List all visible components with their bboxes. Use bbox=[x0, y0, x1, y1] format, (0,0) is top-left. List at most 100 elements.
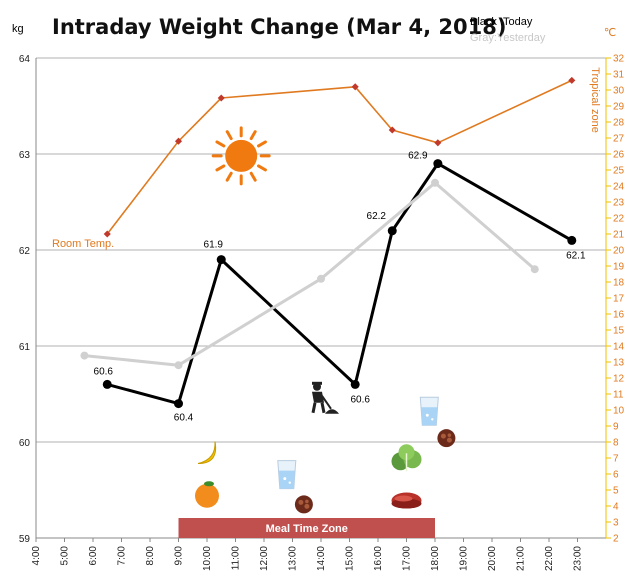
data-label-2: 61.9 bbox=[204, 240, 224, 251]
data-label-4: 62.2 bbox=[367, 211, 387, 222]
y-left-tick-61: 61 bbox=[19, 342, 31, 353]
y-right-tick-5: 5 bbox=[613, 486, 619, 497]
x-tick-10:00: 10:00 bbox=[202, 546, 213, 571]
x-tick-7:00: 7:00 bbox=[117, 546, 128, 566]
axes: 5960616263642345678910111213141516171819… bbox=[19, 54, 625, 572]
chart-title: Intraday Weight Change (Mar 4, 2018) bbox=[52, 15, 506, 39]
temp-point-1 bbox=[174, 137, 183, 145]
y-right-tick-2: 2 bbox=[613, 534, 619, 545]
y-right-tick-32: 32 bbox=[613, 54, 625, 65]
y-right-tick-16: 16 bbox=[613, 310, 625, 321]
y-left-tick-62: 62 bbox=[19, 246, 31, 257]
today-point-3 bbox=[350, 379, 360, 389]
y-right-tick-7: 7 bbox=[613, 454, 619, 465]
today-point-0 bbox=[102, 379, 112, 389]
left-axis-unit: kg bbox=[12, 23, 24, 35]
x-tick-21:00: 21:00 bbox=[516, 546, 527, 571]
yesterday-point-1 bbox=[174, 361, 183, 370]
x-tick-19:00: 19:00 bbox=[459, 546, 470, 571]
y-left-tick-63: 63 bbox=[19, 150, 31, 161]
water-glass-icon bbox=[419, 396, 439, 426]
y-right-tick-22: 22 bbox=[613, 214, 625, 225]
x-tick-8:00: 8:00 bbox=[145, 546, 156, 566]
y-right-tick-8: 8 bbox=[613, 438, 619, 449]
series bbox=[80, 76, 577, 409]
y-right-tick-27: 27 bbox=[613, 134, 625, 145]
icons bbox=[195, 126, 456, 514]
temp-point-2 bbox=[217, 94, 225, 102]
y-right-tick-18: 18 bbox=[613, 278, 625, 289]
orange-icon bbox=[195, 481, 219, 508]
today-point-5 bbox=[433, 159, 443, 169]
y-right-tick-20: 20 bbox=[613, 246, 625, 257]
today-point-2 bbox=[216, 255, 226, 265]
y-right-tick-19: 19 bbox=[613, 262, 625, 273]
legend-yesterday: Gray:Yesterday bbox=[470, 32, 546, 44]
temp-point-6 bbox=[568, 76, 576, 84]
x-tick-23:00: 23:00 bbox=[573, 546, 584, 571]
y-right-tick-11: 11 bbox=[613, 390, 624, 401]
today-point-1 bbox=[174, 399, 183, 409]
y-right-tick-13: 13 bbox=[613, 358, 625, 369]
steak-icon bbox=[391, 492, 422, 509]
x-tick-17:00: 17:00 bbox=[402, 546, 413, 571]
y-right-tick-10: 10 bbox=[613, 406, 625, 417]
lettuce-icon bbox=[391, 444, 422, 472]
y-right-tick-25: 25 bbox=[613, 166, 625, 177]
y-right-tick-17: 17 bbox=[613, 294, 625, 305]
yesterday-point-0 bbox=[80, 351, 89, 360]
y-right-tick-24: 24 bbox=[613, 182, 625, 193]
series-line-yesterday bbox=[84, 181, 536, 367]
x-tick-13:00: 13:00 bbox=[288, 546, 299, 571]
data-label-6: 62.1 bbox=[566, 250, 586, 261]
y-right-tick-23: 23 bbox=[613, 198, 625, 209]
x-tick-9:00: 9:00 bbox=[174, 546, 185, 566]
gridlines bbox=[36, 57, 606, 539]
y-right-tick-28: 28 bbox=[613, 118, 625, 129]
y-right-tick-15: 15 bbox=[613, 326, 625, 337]
data-label-0: 60.6 bbox=[94, 366, 114, 377]
x-tick-20:00: 20:00 bbox=[487, 546, 498, 571]
yesterday-point-4 bbox=[530, 265, 539, 274]
y-right-tick-29: 29 bbox=[613, 102, 625, 113]
room-temp-label: Room Temp. bbox=[52, 238, 114, 250]
x-tick-16:00: 16:00 bbox=[373, 546, 384, 571]
y-right-tick-31: 31 bbox=[613, 70, 625, 81]
water-glass-icon bbox=[277, 460, 297, 490]
meal-zone-label: Meal Time Zone bbox=[266, 523, 348, 535]
y-right-tick-21: 21 bbox=[613, 230, 625, 241]
today-point-4 bbox=[387, 226, 397, 236]
chocolate-icon bbox=[437, 429, 456, 448]
temp-point-5 bbox=[434, 139, 442, 147]
sun-icon bbox=[211, 126, 271, 186]
y-left-tick-60: 60 bbox=[19, 438, 31, 449]
x-tick-4:00: 4:00 bbox=[31, 546, 42, 566]
chocolate-icon bbox=[294, 495, 313, 514]
y-right-tick-14: 14 bbox=[613, 342, 625, 353]
yesterday-point-3 bbox=[431, 178, 439, 187]
x-tick-15:00: 15:00 bbox=[345, 546, 356, 571]
y-right-tick-9: 9 bbox=[613, 422, 619, 433]
x-tick-14:00: 14:00 bbox=[316, 546, 327, 571]
x-tick-22:00: 22:00 bbox=[544, 546, 555, 571]
temp-point-0 bbox=[103, 230, 111, 238]
y-right-tick-3: 3 bbox=[613, 518, 619, 529]
right-axis-unit: ℃ bbox=[604, 27, 616, 39]
temp-point-4 bbox=[388, 126, 396, 134]
x-tick-5:00: 5:00 bbox=[60, 546, 71, 566]
y-left-tick-59: 59 bbox=[19, 534, 31, 545]
gardener-icon bbox=[311, 381, 339, 414]
data-labels: 60.6 60.4 61.9 60.6 62.2 62.9 62.1 bbox=[94, 151, 586, 424]
x-tick-12:00: 12:00 bbox=[259, 546, 270, 571]
banana-icon bbox=[197, 441, 217, 465]
y-right-tick-12: 12 bbox=[613, 374, 625, 385]
y-right-tick-4: 4 bbox=[613, 502, 619, 513]
series-line-room-temp- bbox=[106, 79, 573, 235]
tropical-zone-label: Tropical zone bbox=[589, 67, 601, 133]
x-tick-18:00: 18:00 bbox=[430, 546, 441, 571]
meal-time-zone: Meal Time Zone bbox=[178, 518, 435, 538]
temp-point-3 bbox=[351, 83, 359, 91]
x-tick-11:00: 11:00 bbox=[231, 546, 242, 571]
y-right-tick-30: 30 bbox=[613, 86, 625, 97]
